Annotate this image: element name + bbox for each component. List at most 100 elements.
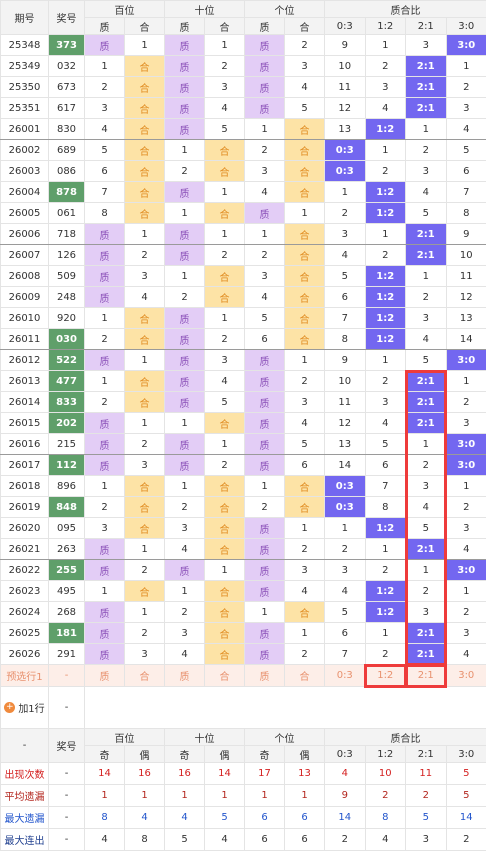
trend-cell: 12: [324, 97, 366, 119]
trend-cell: 1: [84, 580, 125, 602]
sub-header: 0:3: [324, 745, 366, 763]
trend-cell: 3: [84, 97, 125, 119]
preselect-cell: 0:3: [324, 664, 366, 687]
trend-cell: 4: [364, 412, 406, 434]
trend-cell: 2:1: [405, 643, 447, 665]
trend-cell: 合: [204, 580, 245, 602]
trend-cell: 1: [445, 55, 486, 77]
trend-cell: 3: [284, 55, 325, 77]
trend-cell: 质: [244, 580, 285, 602]
trend-cell: 合: [284, 286, 325, 308]
stats-label: 出现次数: [0, 762, 49, 785]
trend-cell: 3: [405, 160, 447, 182]
trend-cell: 4: [364, 97, 406, 119]
period-cell: 25351: [0, 97, 49, 119]
trend-cell: 质: [164, 181, 205, 203]
add-row: + 加1行 -: [0, 686, 486, 729]
trend-cell: 2: [164, 286, 205, 308]
trend-cell: 3: [405, 601, 447, 623]
stats-number: -: [48, 784, 85, 807]
data-row: 26026 291 质 3 4 合质 2 7 2 2:1 4: [0, 643, 486, 665]
period-cell: 25348: [0, 34, 49, 56]
trend-cell: 1: [364, 622, 406, 644]
trend-cell: 2: [284, 643, 325, 665]
trend-cell: 2: [164, 496, 205, 518]
period-cell: 26001: [0, 118, 49, 140]
stats-value: 10: [364, 762, 406, 785]
trend-cell: 2: [124, 433, 165, 455]
trend-cell: 合: [124, 391, 165, 413]
trend-cell: 14: [324, 454, 366, 476]
trend-cell: 质: [244, 622, 285, 644]
trend-cell: 质: [164, 391, 205, 413]
trend-cell: 3: [364, 76, 406, 98]
trend-cell: 2: [204, 328, 245, 350]
trend-cell: 3: [204, 349, 245, 371]
header-cell: 奖号: [48, 728, 85, 763]
data-row: 26016 215 质 2 质 1 质 5 13 5 1 3:0: [0, 433, 486, 455]
trend-cell: 8: [445, 202, 486, 224]
trend-cell: 质: [84, 34, 125, 56]
stats-value: 4: [324, 762, 366, 785]
trend-cell: 质: [244, 76, 285, 98]
sub-header: 质: [164, 17, 205, 35]
data-row: 26001 830 4 合质 5 1 合 13 1:2 1 4: [0, 118, 486, 140]
trend-cell: 合: [284, 181, 325, 203]
trend-cell: 3:0: [445, 454, 486, 476]
data-row: 26004 878 7 合质 1 4 合 1 1:2 4 7: [0, 181, 486, 203]
stats-label: 最大连出: [0, 828, 49, 851]
stats-value: 14: [445, 806, 486, 829]
trend-cell: 4: [244, 181, 285, 203]
stats-value: 1: [204, 784, 245, 807]
period-cell: 26017: [0, 454, 49, 476]
stats-number: -: [48, 806, 85, 829]
trend-cell: 10: [445, 244, 486, 266]
trend-cell: 3: [324, 223, 366, 245]
trend-cell: 2:1: [405, 370, 447, 392]
trend-cell: 1: [244, 118, 285, 140]
trend-cell: 合: [124, 328, 165, 350]
trend-cell: 12: [445, 286, 486, 308]
trend-cell: 2: [364, 244, 406, 266]
trend-cell: 质: [84, 454, 125, 476]
trend-cell: 合: [204, 643, 245, 665]
stats-value: 9: [324, 784, 366, 807]
trend-cell: 2: [164, 160, 205, 182]
sub-header: 奇: [244, 745, 285, 763]
number-cell: 112: [48, 454, 85, 476]
sub-header: 偶: [204, 745, 245, 763]
trend-cell: 合: [284, 118, 325, 140]
add-row-button[interactable]: + 加1行: [4, 700, 45, 715]
trend-cell: 质: [244, 202, 285, 224]
trend-cell: 合: [284, 244, 325, 266]
data-row: 26025 181 质 2 3 合质 1 6 1 2:1 3: [0, 622, 486, 644]
trend-cell: 质: [244, 349, 285, 371]
trend-cell: 3: [124, 265, 165, 287]
trend-cell: 质: [84, 538, 125, 560]
stats-value: 6: [284, 806, 325, 829]
trend-cell: 6: [324, 286, 366, 308]
trend-cell: 合: [124, 160, 165, 182]
preselect-cell: 质: [84, 664, 125, 687]
trend-cell: 0:3: [324, 139, 366, 161]
trend-cell: 1: [244, 475, 285, 497]
header-row: - 奖号 百位 十位 个位 质合比: [0, 728, 486, 763]
number-cell: 255: [48, 559, 85, 581]
trend-cell: 5: [405, 202, 447, 224]
trend-cell: 2:1: [405, 223, 447, 245]
trend-cell: 合: [284, 265, 325, 287]
trend-cell: 2: [364, 160, 406, 182]
trend-cell: 2: [284, 538, 325, 560]
stats-value: 8: [364, 806, 406, 829]
number-cell: 181: [48, 622, 85, 644]
header-cell: 奖号: [48, 0, 85, 35]
trend-cell: 质: [244, 454, 285, 476]
period-cell: 26006: [0, 223, 49, 245]
sub-header: 偶: [284, 745, 325, 763]
data-row: 26022 255 质 2 质 1 质 3 3 2 1 3:0: [0, 559, 486, 581]
trend-cell: 1: [204, 307, 245, 329]
data-row: 26012 522 质 1 质 3 质 1 9 1 5 3:0: [0, 349, 486, 371]
trend-cell: 1: [124, 412, 165, 434]
trend-cell: 5: [324, 601, 366, 623]
period-cell: 26026: [0, 643, 49, 665]
